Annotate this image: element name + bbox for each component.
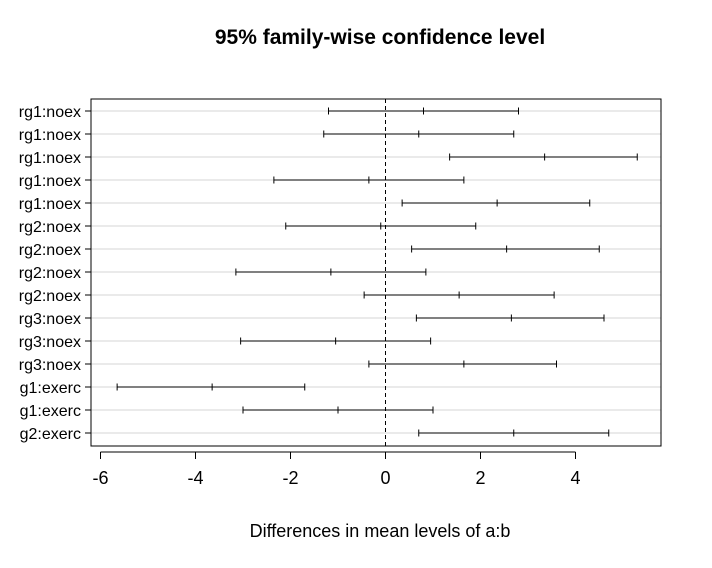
- intervals: [116, 107, 638, 437]
- category-label: rg2:noex: [19, 242, 81, 259]
- interval-10: [415, 314, 605, 322]
- x-tick-label: -6: [92, 468, 108, 488]
- category-label: g1:exerc: [20, 380, 81, 397]
- x-tick-label: -4: [187, 468, 203, 488]
- interval-9: [363, 291, 555, 299]
- category-label: rg1:noex: [19, 196, 81, 213]
- interval-13: [116, 383, 306, 391]
- category-label: g2:exerc: [20, 426, 81, 443]
- chart-title: 95% family-wise confidence level: [215, 26, 545, 49]
- category-labels: rg1:noex rg1:noex rg1:noex rg1:noex rg1:noex…: [19, 104, 91, 443]
- interval-3: [449, 153, 638, 161]
- category-label: g1:exerc: [20, 403, 81, 420]
- category-label: rg2:noex: [19, 288, 81, 305]
- x-axis-label: Differences in mean levels of a:b: [250, 521, 511, 541]
- x-tick-label: -2: [282, 468, 298, 488]
- category-label: rg3:noex: [19, 334, 81, 351]
- interval-1: [328, 107, 519, 115]
- category-label: rg3:noex: [19, 311, 81, 328]
- interval-15: [418, 429, 610, 437]
- x-tick-label: 2: [475, 468, 485, 488]
- interval-7: [411, 245, 600, 253]
- interval-12: [368, 360, 557, 368]
- interval-11: [240, 337, 432, 345]
- category-label: rg1:noex: [19, 127, 81, 144]
- x-tick-label: 0: [380, 468, 390, 488]
- interval-4: [273, 176, 465, 184]
- interval-2: [323, 130, 515, 138]
- interval-6: [285, 222, 477, 230]
- category-label: rg3:noex: [19, 357, 81, 374]
- interval-14: [242, 406, 434, 414]
- x-axis: -6 -4 -2 0 2 4: [92, 451, 581, 488]
- category-label: rg1:noex: [19, 150, 81, 167]
- category-label: rg1:noex: [19, 173, 81, 190]
- interval-5: [401, 199, 591, 207]
- x-tick-label: 4: [570, 468, 580, 488]
- category-label: rg2:noex: [19, 219, 81, 236]
- category-label: rg2:noex: [19, 265, 81, 282]
- category-label: rg1:noex: [19, 104, 81, 121]
- interval-8: [235, 268, 427, 276]
